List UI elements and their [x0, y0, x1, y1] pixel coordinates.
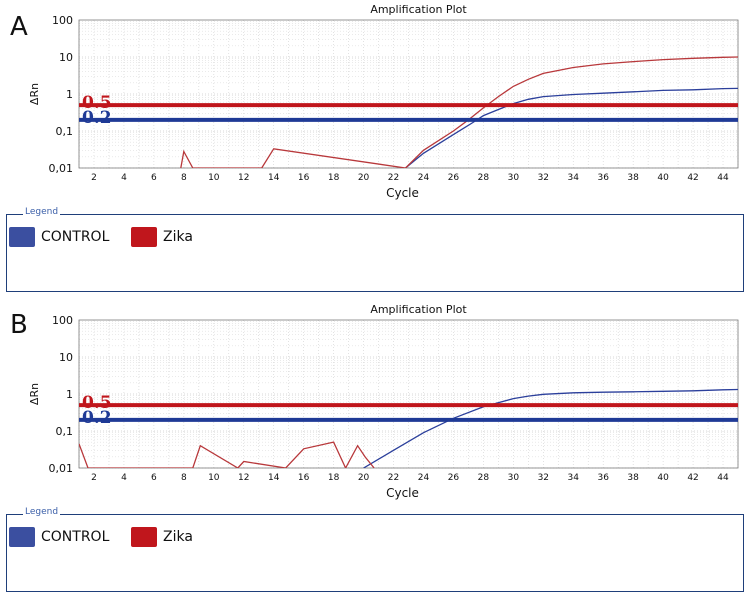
threshold-label: 0.2 — [82, 108, 112, 128]
legend-label-control: CONTROL — [41, 229, 110, 245]
series-line-zika — [79, 441, 375, 468]
x-tick-label: 36 — [597, 173, 609, 183]
x-tick-label: 32 — [538, 473, 549, 483]
legend-entry-control: CONTROL — [9, 227, 109, 247]
x-tick-label: 18 — [328, 173, 340, 183]
threshold-label: 0.2 — [82, 408, 112, 428]
legend-title: Legend — [23, 507, 61, 517]
legend-label-zika: Zika — [163, 229, 193, 245]
legend-entry-zika: Zika — [131, 227, 193, 247]
x-tick-label: 10 — [208, 173, 220, 183]
x-tick-label: 14 — [268, 173, 280, 183]
x-tick-label: 20 — [358, 173, 370, 183]
x-tick-label: 24 — [418, 173, 430, 183]
threshold-label: 0.5 — [82, 93, 112, 113]
legend-swatch-control — [9, 527, 35, 547]
x-tick-label: 40 — [657, 173, 669, 183]
x-tick-label: 22 — [388, 173, 399, 183]
x-tick-label: 42 — [687, 173, 698, 183]
x-tick-label: 12 — [238, 473, 249, 483]
x-tick-label: 26 — [448, 173, 460, 183]
grid — [78, 20, 739, 169]
y-axis-label: ΔRn — [28, 383, 41, 405]
y-tick-label: 0,1 — [56, 425, 74, 438]
y-tick-label: 100 — [52, 14, 73, 27]
panel-letter: A — [10, 12, 28, 42]
x-tick-label: 28 — [478, 473, 490, 483]
x-axis-label: Cycle — [386, 486, 419, 500]
x-tick-label: 34 — [568, 473, 580, 483]
y-tick-label: 1 — [66, 388, 73, 401]
x-tick-label: 10 — [208, 473, 220, 483]
x-tick-label: 38 — [627, 173, 639, 183]
panel-b: B Amplification Plot 0,01 0,1 1 10 100 2 4 6 8 10 1… — [0, 300, 750, 596]
x-tick-label: 8 — [181, 173, 187, 183]
x-tick-label: 26 — [448, 473, 460, 483]
series-line-control — [363, 388, 738, 468]
y-tick-label: 0,01 — [49, 462, 74, 475]
y-tick-label: 100 — [52, 314, 73, 327]
grid — [78, 320, 739, 469]
x-tick-label: 22 — [388, 473, 399, 483]
y-tick-label: 1 — [66, 88, 73, 101]
x-axis-label: Cycle — [386, 186, 419, 200]
y-tick-label: 10 — [59, 51, 73, 64]
x-tick-label: 34 — [568, 173, 580, 183]
legend-swatch-control — [9, 227, 35, 247]
legend-swatch-zika — [131, 527, 157, 547]
x-tick-label: 38 — [627, 473, 639, 483]
plot-frame — [78, 19, 739, 169]
y-tick-label: 10 — [59, 351, 73, 364]
legend-entry-zika: Zika — [131, 527, 193, 547]
chart-title: Amplification Plot — [370, 303, 467, 316]
x-tick-label: 14 — [268, 473, 280, 483]
x-tick-label: 42 — [687, 473, 698, 483]
y-axis-label: ΔRn — [28, 83, 41, 105]
x-tick-label: 18 — [328, 473, 340, 483]
x-tick-label: 24 — [418, 473, 430, 483]
x-tick-label: 44 — [717, 173, 729, 183]
legend-label-control: CONTROL — [41, 529, 110, 545]
x-tick-label: 6 — [151, 473, 157, 483]
x-tick-label: 30 — [508, 173, 520, 183]
x-tick-label: 16 — [298, 173, 310, 183]
x-tick-label: 4 — [121, 173, 127, 183]
x-tick-label: 16 — [298, 473, 310, 483]
x-tick-label: 30 — [508, 473, 520, 483]
y-tick-label: 0,1 — [56, 125, 74, 138]
plot-area — [79, 20, 738, 168]
x-tick-label: 4 — [121, 473, 127, 483]
legend-entry-control: CONTROL — [9, 527, 109, 547]
x-tick-label: 32 — [538, 173, 549, 183]
x-tick-label: 28 — [478, 173, 490, 183]
x-tick-label: 6 — [151, 173, 157, 183]
x-tick-label: 40 — [657, 473, 669, 483]
legend-label-zika: Zika — [163, 529, 193, 545]
legend-box: Legend CONTROL Zika — [6, 207, 744, 292]
x-tick-label: 8 — [181, 473, 187, 483]
panel-letter: B — [10, 310, 28, 340]
threshold-label: 0.5 — [82, 393, 112, 413]
chart-title: Amplification Plot — [370, 3, 467, 16]
legend-title: Legend — [23, 207, 61, 217]
plot-area — [79, 320, 738, 468]
legend-box: Legend CONTROL Zika — [6, 507, 744, 592]
panel-a: A Amplification Plot 0,01 0,1 1 10 100 2 4 6 8 10 1… — [6, 3, 744, 292]
legend-swatch-zika — [131, 227, 157, 247]
plot-frame — [78, 319, 739, 469]
x-tick-label: 2 — [91, 473, 97, 483]
series-line-control — [405, 87, 738, 168]
x-tick-label: 20 — [358, 473, 370, 483]
y-tick-label: 0,01 — [49, 162, 74, 175]
x-tick-label: 2 — [91, 173, 97, 183]
series-line-zika — [180, 56, 738, 168]
x-tick-label: 36 — [597, 473, 609, 483]
x-tick-label: 12 — [238, 173, 249, 183]
x-tick-label: 44 — [717, 473, 729, 483]
